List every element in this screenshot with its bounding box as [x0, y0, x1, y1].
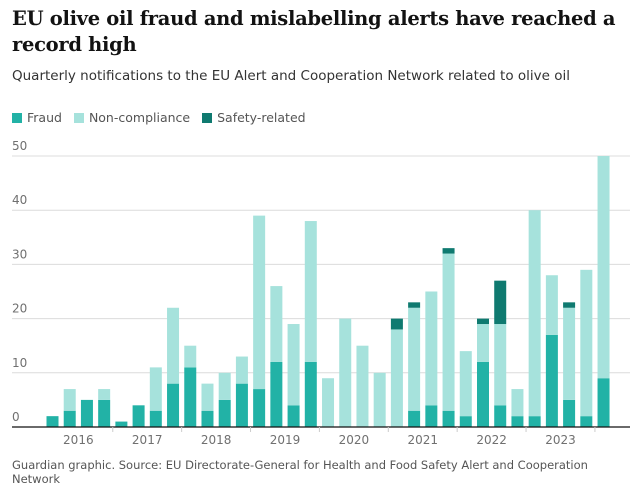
bar-non-compliance [201, 383, 214, 411]
bar-non-compliance [270, 286, 283, 362]
bar-fraud [115, 421, 128, 427]
x-tick-label: 2020 [339, 433, 370, 447]
bar-fraud [563, 399, 576, 427]
legend-item-non-compliance: Non-compliance [73, 110, 191, 125]
x-tick-label: 2016 [63, 433, 94, 447]
bar-fraud [132, 405, 145, 427]
bar-fraud [528, 416, 541, 427]
legend-item-fraud: Fraud [12, 110, 62, 125]
legend-item-safety: Safety-related [202, 110, 306, 125]
bar-non-compliance [304, 221, 317, 362]
bar-fraud [63, 410, 76, 427]
bar-non-compliance [373, 372, 386, 427]
legend-label: Non-compliance [88, 110, 191, 125]
bar-non-compliance [149, 367, 162, 411]
x-tick-label: 2017 [132, 433, 163, 447]
bar-non-compliance [545, 275, 558, 335]
bar-fraud [477, 361, 489, 427]
bar-non-compliance [563, 307, 576, 400]
y-tick-label: 40 [12, 193, 27, 207]
bar-non-compliance [494, 324, 507, 406]
bar-safety-related [563, 302, 576, 308]
bar-fraud [459, 416, 472, 427]
chart-subtitle: Quarterly notifications to the EU Alert … [12, 68, 570, 84]
bar-fraud [408, 410, 421, 427]
y-tick-label: 50 [12, 139, 27, 153]
bar-non-compliance [167, 307, 180, 384]
bar-fraud [46, 416, 59, 427]
bar-non-compliance [356, 345, 369, 427]
bar-fraud [494, 405, 507, 427]
bar-non-compliance [442, 253, 455, 411]
bar-fraud [597, 378, 610, 427]
bar-fraud [580, 416, 593, 427]
bar-safety-related [494, 280, 507, 325]
bar-non-compliance [511, 389, 524, 417]
bar-non-compliance [390, 329, 403, 427]
bar-non-compliance [98, 389, 111, 400]
bar-fraud [235, 383, 248, 427]
bar-non-compliance [597, 156, 610, 379]
bar-non-compliance [63, 389, 76, 411]
y-tick-label: 0 [12, 410, 20, 424]
legend-swatch-fraud [12, 112, 22, 123]
y-tick-label: 10 [12, 356, 27, 370]
bar-fraud [184, 367, 197, 427]
bar-safety-related [442, 248, 455, 254]
bar-non-compliance [287, 324, 300, 406]
legend-label: Safety-related [217, 110, 306, 125]
x-tick-label: 2022 [476, 433, 507, 447]
bar-fraud [253, 389, 266, 427]
legend-swatch-non-compliance [73, 112, 84, 123]
bar-non-compliance [218, 372, 231, 400]
bar-fraud [511, 416, 524, 427]
bar-non-compliance [459, 351, 472, 417]
bar-non-compliance [528, 210, 541, 417]
chart-title: EU olive oil fraud and mislabelling aler… [12, 7, 616, 56]
x-tick-label: 2019 [270, 433, 301, 447]
bar-safety-related [390, 318, 403, 330]
y-tick-label: 30 [12, 247, 27, 261]
bar-non-compliance [253, 215, 266, 390]
bar-safety-related [477, 318, 489, 325]
bar-non-compliance [580, 269, 593, 417]
bar-non-compliance [477, 324, 489, 362]
bar-fraud [545, 334, 558, 427]
bar-non-compliance [339, 318, 352, 427]
bar-fraud [442, 410, 455, 427]
bar-non-compliance [322, 378, 335, 427]
bar-non-compliance [184, 345, 197, 368]
x-tick-label: 2023 [545, 433, 576, 447]
bar-fraud [218, 399, 231, 427]
bar-fraud [425, 405, 438, 427]
bar-safety-related [408, 302, 421, 308]
bar-non-compliance [425, 291, 438, 406]
bar-fraud [304, 361, 317, 427]
legend-label: Fraud [27, 110, 62, 125]
x-tick-label: 2021 [407, 433, 438, 447]
x-tick-label: 2018 [201, 433, 232, 447]
bar-fraud [287, 405, 300, 427]
bar-fraud [201, 410, 214, 427]
y-tick-label: 20 [12, 302, 27, 316]
legend: Fraud Non-compliance Safety-related [12, 110, 306, 125]
bar-fraud [167, 383, 180, 427]
bar-non-compliance [408, 307, 421, 411]
bar-non-compliance [235, 356, 248, 384]
legend-swatch-safety [202, 112, 213, 123]
bar-fraud [270, 361, 283, 427]
bar-fraud [98, 399, 111, 427]
bar-fraud [80, 399, 93, 427]
bar-fraud [149, 410, 162, 427]
